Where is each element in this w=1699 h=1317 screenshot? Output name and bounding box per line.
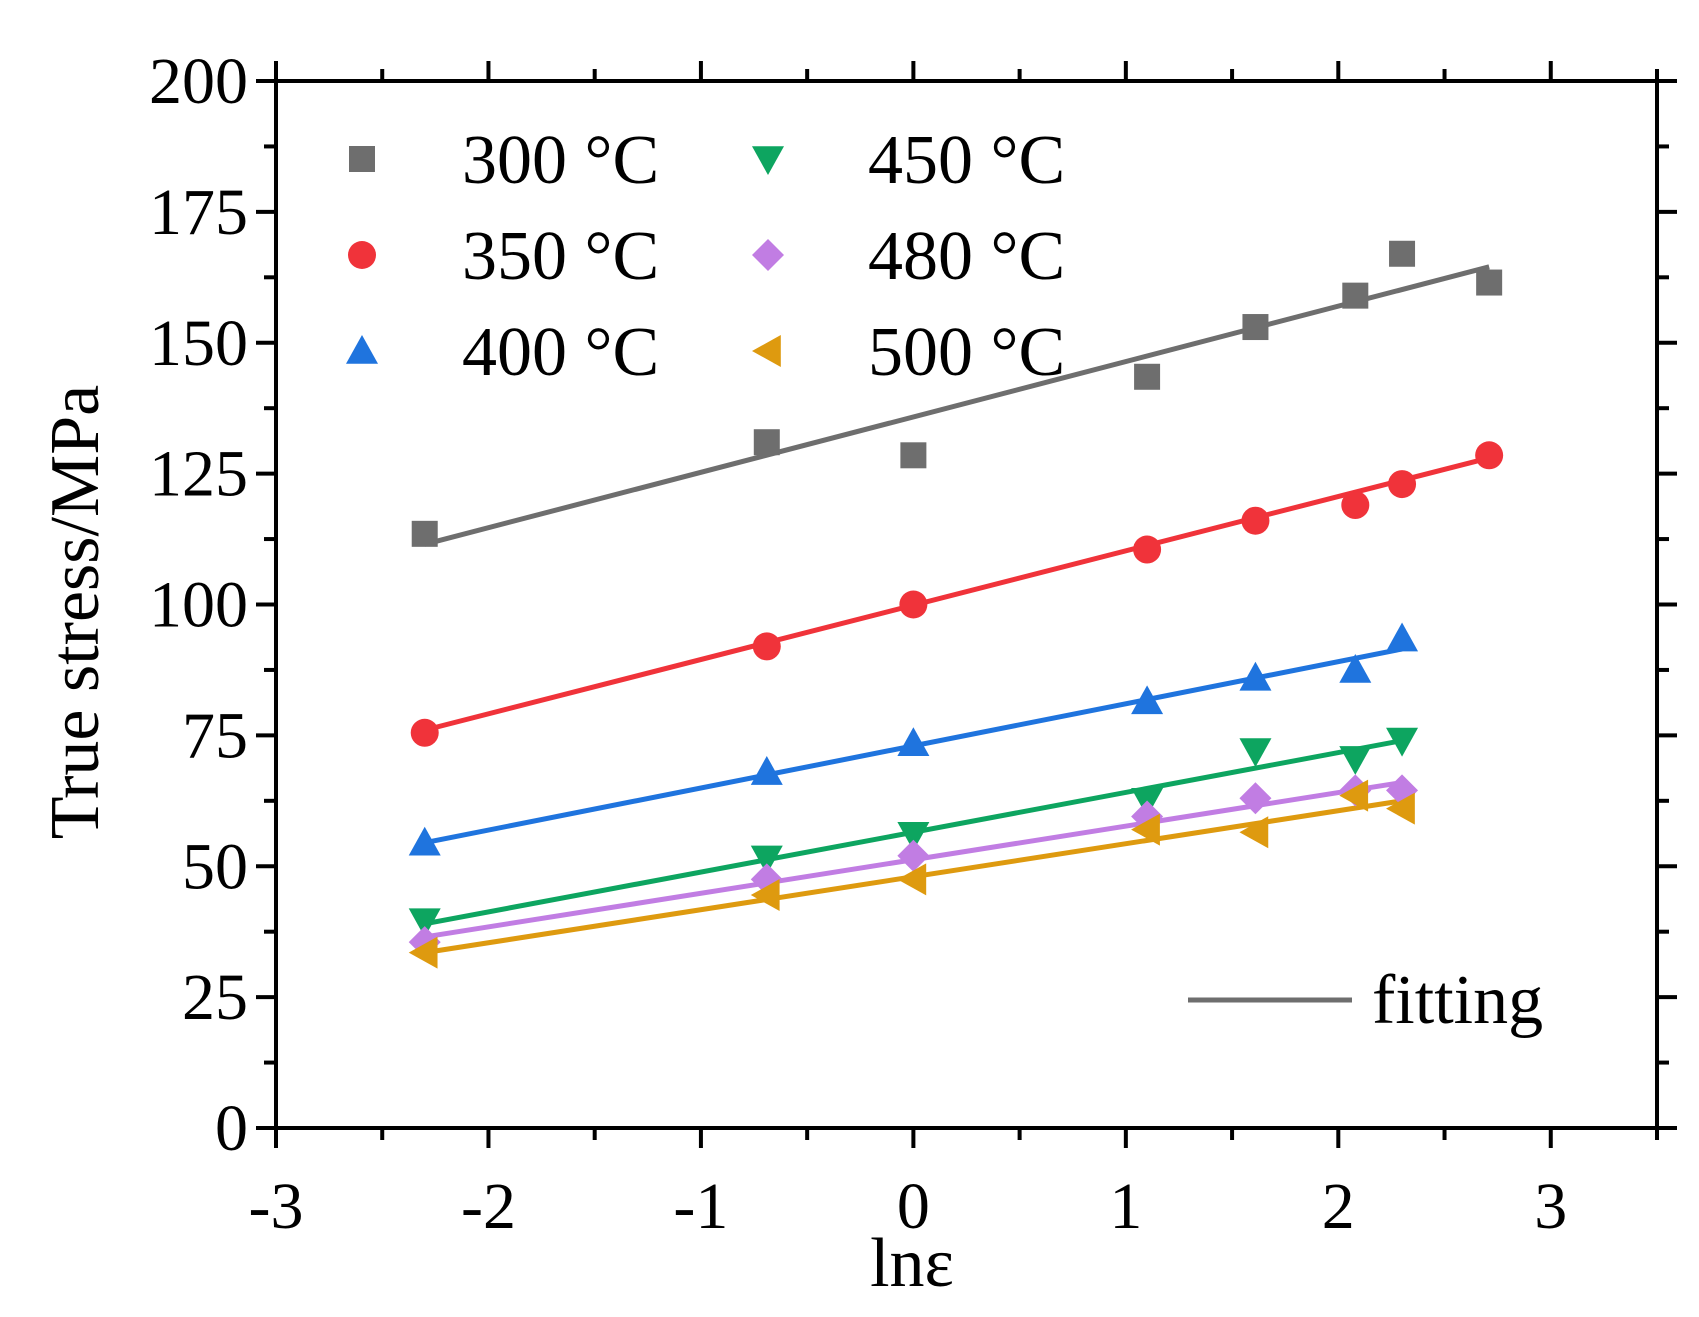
legend-label-2: 400 °C — [462, 314, 659, 391]
x-tick-label: 0 — [897, 1170, 930, 1243]
y-tick-label: 200 — [149, 45, 248, 118]
data-point-1-5 — [1341, 491, 1370, 520]
legend-label-4: 480 °C — [868, 218, 1065, 295]
data-point-5-4 — [1239, 816, 1269, 849]
x-tick-label: 2 — [1322, 1170, 1355, 1243]
data-point-3-4 — [1239, 738, 1272, 768]
x-tick-label: 1 — [1109, 1170, 1142, 1243]
data-point-1-6 — [1388, 470, 1417, 499]
y-tick-label: 100 — [149, 569, 248, 642]
data-point-1-7 — [1475, 441, 1504, 470]
x-tick-label: -3 — [249, 1170, 304, 1243]
axes: -3 -2 -1 0 1 2 3 0 25 50 75 100 125 150 175 200 — [149, 45, 1677, 1243]
fit-line-0 — [424, 264, 1490, 547]
data-point-2-4 — [1239, 661, 1272, 691]
data-point-5-1 — [750, 879, 780, 912]
data-point-1-0 — [410, 718, 439, 747]
data-point-0-6 — [1389, 240, 1416, 267]
data-point-1-4 — [1241, 506, 1270, 535]
legend-label-0: 300 °C — [462, 122, 659, 199]
data-point-2-0 — [408, 826, 441, 856]
x-tick-label: -1 — [673, 1170, 728, 1243]
data-point-1-2 — [899, 590, 928, 619]
data-point-0-5 — [1342, 282, 1369, 309]
data-point-0-2 — [900, 442, 927, 469]
data-point-1-3 — [1133, 535, 1162, 564]
y-tick-label: 125 — [149, 438, 248, 511]
data-point-0-7 — [1476, 269, 1503, 296]
y-tick-label: 150 — [149, 307, 248, 380]
legend-marker-1 — [348, 241, 376, 269]
data-point-2-3 — [1131, 685, 1164, 715]
data-point-3-2 — [897, 822, 930, 851]
legend-marker-4 — [752, 239, 784, 271]
data-point-5-2 — [897, 863, 927, 896]
legend-marker-2 — [346, 335, 378, 364]
legend-fit-label: fitting — [1372, 962, 1543, 1039]
data-point-2-1 — [750, 756, 783, 785]
data-point-3-5 — [1339, 746, 1372, 775]
fit-line-1 — [424, 455, 1490, 733]
data-point-3-6 — [1386, 727, 1419, 757]
data-point-5-3 — [1131, 813, 1160, 846]
data-point-0-1 — [753, 429, 780, 456]
y-tick-label: 50 — [182, 830, 248, 903]
data-point-0-4 — [1242, 314, 1269, 341]
x-tick-label: 3 — [1534, 1170, 1567, 1243]
data-point-0-3 — [1134, 363, 1161, 390]
data-point-5-0 — [408, 936, 438, 969]
data-point-4-2 — [897, 839, 930, 872]
legend: 300 °C 350 °C 400 °C 450 °C 480 °C 500 °C fitt… — [346, 122, 1543, 1039]
data-point-4-4 — [1239, 782, 1272, 815]
y-axis-title: True stress/MPa — [37, 385, 114, 839]
x-tick-label: -2 — [461, 1170, 516, 1243]
data-point-3-0 — [408, 908, 441, 938]
legend-label-5: 500 °C — [868, 314, 1065, 391]
y-tick-label: 0 — [215, 1092, 248, 1165]
y-tick-label: 75 — [182, 699, 248, 772]
y-tick-label: 25 — [182, 961, 248, 1034]
data-point-3-1 — [750, 845, 783, 875]
data-point-1-1 — [752, 632, 781, 661]
data-point-2-2 — [897, 727, 930, 757]
data-point-5-6 — [1386, 792, 1415, 825]
plot-area — [408, 240, 1504, 969]
x-axis-title: lnε — [870, 1225, 954, 1302]
legend-marker-5 — [752, 335, 781, 367]
legend-label-3: 450 °C — [868, 122, 1065, 199]
legend-label-1: 350 °C — [462, 218, 659, 295]
data-point-2-5 — [1339, 653, 1372, 683]
legend-marker-3 — [752, 146, 784, 175]
legend-marker-0 — [349, 146, 375, 172]
data-point-0-0 — [411, 520, 438, 547]
data-point-2-6 — [1386, 622, 1419, 652]
data-point-5-5 — [1339, 779, 1369, 812]
y-tick-label: 175 — [149, 176, 248, 249]
